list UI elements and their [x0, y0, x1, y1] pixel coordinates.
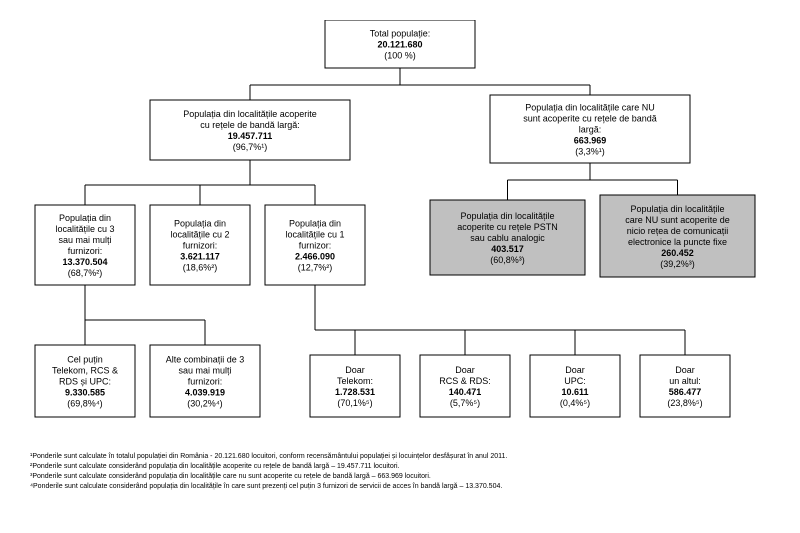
svg-text:(100 %): (100 %) — [384, 51, 416, 61]
svg-text:sunt acoperite cu rețele de ba: sunt acoperite cu rețele de bandă — [523, 114, 657, 124]
node-three_plus: Populația dinlocalitățile cu 3sau mai mu… — [35, 205, 135, 285]
svg-text:(0,4%⁵): (0,4%⁵) — [560, 398, 590, 408]
node-root: Total populație:20.121.680(100 %) — [325, 20, 475, 68]
svg-text:care NU sunt acoperite de: care NU sunt acoperite de — [625, 215, 730, 225]
population-tree-diagram: Total populație:20.121.680(100 %) Populaț… — [30, 20, 770, 440]
svg-text:furnizori:: furnizori: — [183, 241, 218, 251]
svg-text:10.611: 10.611 — [561, 387, 588, 397]
svg-text:sau mai mulți: sau mai mulți — [58, 235, 111, 245]
svg-text:furnizori:: furnizori: — [68, 246, 103, 256]
svg-text:localitățile cu 1: localitățile cu 1 — [285, 230, 344, 240]
node-only_telekom: DoarTelekom:1.728.531(70,1%⁵) — [310, 355, 400, 417]
svg-text:Populația din localitățile car: Populația din localitățile care NU — [525, 103, 655, 113]
footnote-line: ¹Ponderile sunt calculate în totalul pop… — [30, 452, 770, 461]
svg-text:Doar: Doar — [455, 365, 475, 375]
svg-text:largă:: largă: — [579, 125, 602, 135]
svg-text:(69,8%⁴): (69,8%⁴) — [67, 399, 102, 409]
svg-text:13.370.504: 13.370.504 — [62, 257, 107, 267]
node-one: Populația dinlocalitățile cu 1furnizor:2… — [265, 205, 365, 285]
footnote-line: ⁴Ponderile sunt calculate considerând po… — [30, 482, 770, 491]
node-only_other: Doarun altul:586.477(23,8%⁵) — [640, 355, 730, 417]
node-only_upc: DoarUPC:10.611(0,4%⁵) — [530, 355, 620, 417]
svg-text:4.039.919: 4.039.919 — [185, 388, 225, 398]
svg-text:9.330.585: 9.330.585 — [65, 388, 105, 398]
svg-text:RCS & RDS:: RCS & RDS: — [439, 376, 491, 386]
node-covered: Populația din localitățile acoperitecu r… — [150, 100, 350, 160]
svg-text:Populația din localitățile: Populația din localitățile — [630, 204, 724, 214]
svg-text:403.517: 403.517 — [491, 244, 524, 254]
svg-text:140.471: 140.471 — [449, 387, 482, 397]
svg-text:(23,8%⁵): (23,8%⁵) — [667, 398, 702, 408]
svg-text:Populația din localitățile aco: Populația din localitățile acoperite — [183, 109, 317, 119]
svg-text:(39,2%³): (39,2%³) — [660, 259, 695, 269]
svg-text:sau cablu analogic: sau cablu analogic — [470, 233, 545, 243]
svg-text:1.728.531: 1.728.531 — [335, 387, 375, 397]
svg-text:furnizor:: furnizor: — [299, 241, 332, 251]
footnote-line: ²Ponderile sunt calculate considerând po… — [30, 462, 770, 471]
svg-text:UPC:: UPC: — [564, 376, 586, 386]
svg-text:localitățile cu 2: localitățile cu 2 — [170, 230, 229, 240]
svg-text:(60,8%³): (60,8%³) — [490, 255, 525, 265]
svg-text:Total populație:: Total populație: — [370, 29, 431, 39]
svg-text:Doar: Doar — [565, 365, 585, 375]
node-only_rcs: DoarRCS & RDS:140.471(5,7%⁵) — [420, 355, 510, 417]
svg-text:Populația din: Populația din — [59, 213, 111, 223]
node-not_covered: Populația din localitățile care NUsunt a… — [490, 95, 690, 163]
svg-text:(70,1%⁵): (70,1%⁵) — [337, 398, 372, 408]
svg-text:663.969: 663.969 — [574, 136, 607, 146]
svg-text:(68,7%²): (68,7%²) — [68, 268, 103, 278]
svg-text:cu rețele de bandă largă:: cu rețele de bandă largă: — [200, 120, 300, 130]
svg-text:Telekom:: Telekom: — [337, 376, 373, 386]
svg-text:sau mai mulți: sau mai mulți — [178, 366, 231, 376]
svg-text:Alte combinații de 3: Alte combinații de 3 — [166, 355, 245, 365]
svg-text:(30,2%⁴): (30,2%⁴) — [187, 399, 222, 409]
svg-text:3.621.117: 3.621.117 — [180, 252, 220, 262]
node-telekom_rcs_upc: Cel puținTelekom, RCS &RDS și UPC:9.330.… — [35, 345, 135, 417]
svg-text:(5,7%⁵): (5,7%⁵) — [450, 398, 480, 408]
node-no_network: Populația din localitățilecare NU sunt a… — [600, 195, 755, 277]
node-pstn: Populația din localitățileacoperite cu r… — [430, 200, 585, 275]
svg-text:586.477: 586.477 — [669, 387, 702, 397]
svg-text:Doar: Doar — [345, 365, 365, 375]
svg-text:Populația din localitățile: Populația din localitățile — [460, 211, 554, 221]
svg-text:(96,7%¹): (96,7%¹) — [233, 142, 268, 152]
svg-text:19.457.711: 19.457.711 — [228, 131, 273, 141]
svg-text:furnizori:: furnizori: — [188, 377, 223, 387]
svg-text:20.121.680: 20.121.680 — [377, 40, 422, 50]
svg-text:Populația din: Populația din — [174, 219, 226, 229]
svg-text:un altul:: un altul: — [669, 376, 701, 386]
svg-text:260.452: 260.452 — [661, 248, 694, 258]
svg-text:nicio rețea de comunicații: nicio rețea de comunicații — [627, 226, 729, 236]
svg-text:electronice la puncte fixe: electronice la puncte fixe — [628, 237, 727, 247]
footnotes: ¹Ponderile sunt calculate în totalul pop… — [30, 452, 770, 491]
svg-text:RDS și UPC:: RDS și UPC: — [59, 377, 111, 387]
svg-text:Populația din: Populația din — [289, 219, 341, 229]
svg-text:(12,7%²): (12,7%²) — [298, 263, 333, 273]
svg-text:Cel puțin: Cel puțin — [67, 355, 103, 365]
node-other_combo: Alte combinații de 3sau mai mulțifurnizo… — [150, 345, 260, 417]
svg-text:(18,6%²): (18,6%²) — [183, 263, 218, 273]
svg-text:acoperite cu rețele PSTN: acoperite cu rețele PSTN — [457, 222, 558, 232]
svg-text:localitățile cu 3: localitățile cu 3 — [55, 224, 114, 234]
node-two: Populația dinlocalitățile cu 2furnizori:… — [150, 205, 250, 285]
footnote-line: ³Ponderile sunt calculate considerând po… — [30, 472, 770, 481]
svg-text:2.466.090: 2.466.090 — [295, 252, 335, 262]
svg-text:(3,3%¹): (3,3%¹) — [575, 147, 605, 157]
svg-text:Telekom, RCS &: Telekom, RCS & — [52, 366, 118, 376]
svg-text:Doar: Doar — [675, 365, 695, 375]
